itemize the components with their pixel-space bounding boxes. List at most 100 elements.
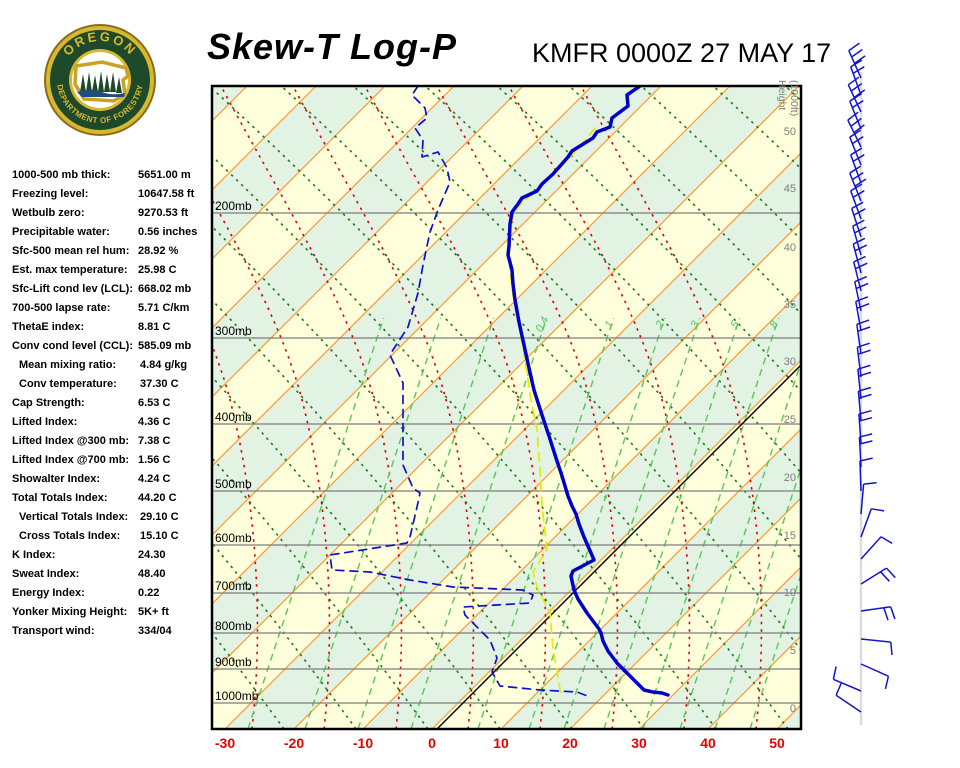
stat-row: Lifted Index: 4.36 C (12, 413, 212, 432)
stat-value: 48.40 (138, 568, 166, 580)
odf-logo: OREGON DEPARTMENT OF FORESTRY (44, 24, 156, 136)
stat-label: Cap Strength: (12, 397, 85, 409)
stat-row: Sfc-500 mean rel hum: 28.92 % (12, 242, 212, 261)
stat-label: Lifted Index: (12, 416, 78, 428)
svg-text:50: 50 (769, 735, 785, 751)
stat-label: ThetaE index: (12, 321, 85, 333)
parcel-line (436, 364, 801, 729)
svg-text:-10: -10 (353, 735, 373, 751)
pressure-labels: 200mb 300mb 400mb 500mb 600mb 700mb 800mb 900mb… (215, 199, 259, 703)
stat-label: Lifted Index @300 mb: (12, 435, 130, 447)
svg-text:600mb: 600mb (215, 531, 252, 545)
svg-text:500mb: 500mb (215, 477, 252, 491)
stat-row: ThetaE index: 8.81 C (12, 318, 212, 337)
stat-label: Total Totals Index: (12, 492, 108, 504)
svg-text:20: 20 (562, 735, 578, 751)
svg-text:40: 40 (784, 242, 796, 254)
stat-value: 37.30 C (140, 378, 179, 390)
stat-row: Yonker Mixing Height: 5K+ ft (12, 603, 212, 622)
svg-text:800mb: 800mb (215, 619, 252, 633)
logo-river (77, 90, 125, 97)
mixing-ratio-lines (247, 317, 801, 729)
stat-value: 8.81 C (138, 321, 171, 333)
stat-label: Conv temperature: (19, 378, 117, 390)
pressure-lines (212, 212, 801, 704)
dewpoint-trace (329, 86, 591, 698)
stat-value: 5K+ ft (138, 606, 169, 618)
svg-text:5: 5 (790, 645, 796, 657)
stat-value: 25.98 C (138, 264, 177, 276)
svg-text:-20: -20 (284, 735, 304, 751)
stat-value: 1.56 C (138, 454, 171, 466)
stat-row: Conv temperature: 37.30 C (12, 375, 212, 394)
stat-row: Total Totals Index: 44.20 C (12, 489, 212, 508)
stat-value: 29.10 C (140, 511, 179, 523)
svg-text:900mb: 900mb (215, 655, 252, 669)
indices-panel: 1000-500 mb thick: 5651.00 m Freezing leve… (12, 166, 212, 641)
station-datetime: KMFR 0000Z 27 MAY 17 (532, 38, 832, 68)
stat-label: Est. max temperature: (12, 264, 128, 276)
plot-area (212, 86, 801, 729)
stat-value: 0.56 inches (138, 226, 198, 238)
stat-label: Sfc-Lift cond lev (LCL): (12, 283, 133, 295)
stat-row: Cap Strength: 6.53 C (12, 394, 212, 413)
svg-text:40: 40 (700, 735, 716, 751)
svg-text:3: 3 (689, 318, 703, 330)
stat-label: Wetbulb zero: (12, 207, 85, 219)
stat-row: Precipitable water: 0.56 inches (12, 223, 212, 242)
temperature-trace (506, 86, 670, 697)
stat-row: Wetbulb zero: 9270.53 ft (12, 204, 212, 223)
stat-row: 1000-500 mb thick: 5651.00 m (12, 166, 212, 185)
svg-text:45: 45 (784, 183, 796, 195)
svg-text:15: 15 (784, 530, 796, 542)
stat-label: Sfc-500 mean rel hum: (12, 245, 130, 257)
svg-text:30: 30 (784, 356, 796, 368)
svg-text:5: 5 (729, 318, 743, 330)
temp-axis-labels: -30 -20 -10 0 10 20 30 40 50 (215, 735, 785, 751)
stat-label: Cross Totals Index: (19, 530, 121, 542)
stat-label: Precipitable water: (12, 226, 110, 238)
stat-value: 28.92 % (138, 245, 179, 257)
stat-value: 4.84 g/kg (140, 359, 188, 371)
svg-text:400mb: 400mb (215, 410, 252, 424)
stat-row: 700-500 lapse rate: 5.71 C/km (12, 299, 212, 318)
stat-value: 4.24 C (138, 473, 171, 485)
svg-text:200mb: 200mb (215, 199, 252, 213)
stat-row: Vertical Totals Index: 29.10 C (12, 508, 212, 527)
svg-text:-30: -30 (215, 735, 235, 751)
height-axis-title: Height (776, 80, 788, 110)
stat-label: Lifted Index @700 mb: (12, 454, 130, 466)
stat-label: K Index: (12, 549, 56, 561)
stat-row: Transport wind: 334/04 (12, 622, 212, 641)
stat-value: 44.20 C (138, 492, 177, 504)
stat-label: Sweat Index: (12, 568, 80, 580)
svg-text:10: 10 (493, 735, 509, 751)
svg-text:8: 8 (768, 318, 782, 330)
svg-text:20: 20 (784, 472, 796, 484)
svg-text:30: 30 (631, 735, 647, 751)
stat-value: 334/04 (138, 625, 172, 637)
height-axis-title: (1000ft) (788, 80, 800, 116)
svg-text:50: 50 (784, 126, 796, 138)
svg-text:700mb: 700mb (215, 579, 252, 593)
stat-row: Sfc-Lift cond lev (LCL): 668.02 mb (12, 280, 212, 299)
stat-value: 24.30 (138, 549, 166, 561)
stat-value: 10647.58 ft (138, 188, 195, 200)
stat-value: 0.22 (138, 587, 160, 599)
stat-label: Freezing level: (12, 188, 89, 200)
stat-label: Conv cond level (CCL): (12, 340, 134, 352)
stat-value: 7.38 C (138, 435, 171, 447)
stat-label: Vertical Totals Index: (19, 511, 129, 523)
stat-row: Conv cond level (CCL): 585.09 mb (12, 337, 212, 356)
svg-text:1000mb: 1000mb (215, 689, 259, 703)
stat-row: Cross Totals Index: 15.10 C (12, 527, 212, 546)
stat-label: Mean mixing ratio: (19, 359, 117, 371)
stat-row: Lifted Index @700 mb: 1.56 C (12, 451, 212, 470)
stat-label: Showalter Index: (12, 473, 101, 485)
svg-text:300mb: 300mb (215, 324, 252, 338)
svg-text:10: 10 (784, 587, 796, 599)
stat-row: Mean mixing ratio: 4.84 g/kg (12, 356, 212, 375)
